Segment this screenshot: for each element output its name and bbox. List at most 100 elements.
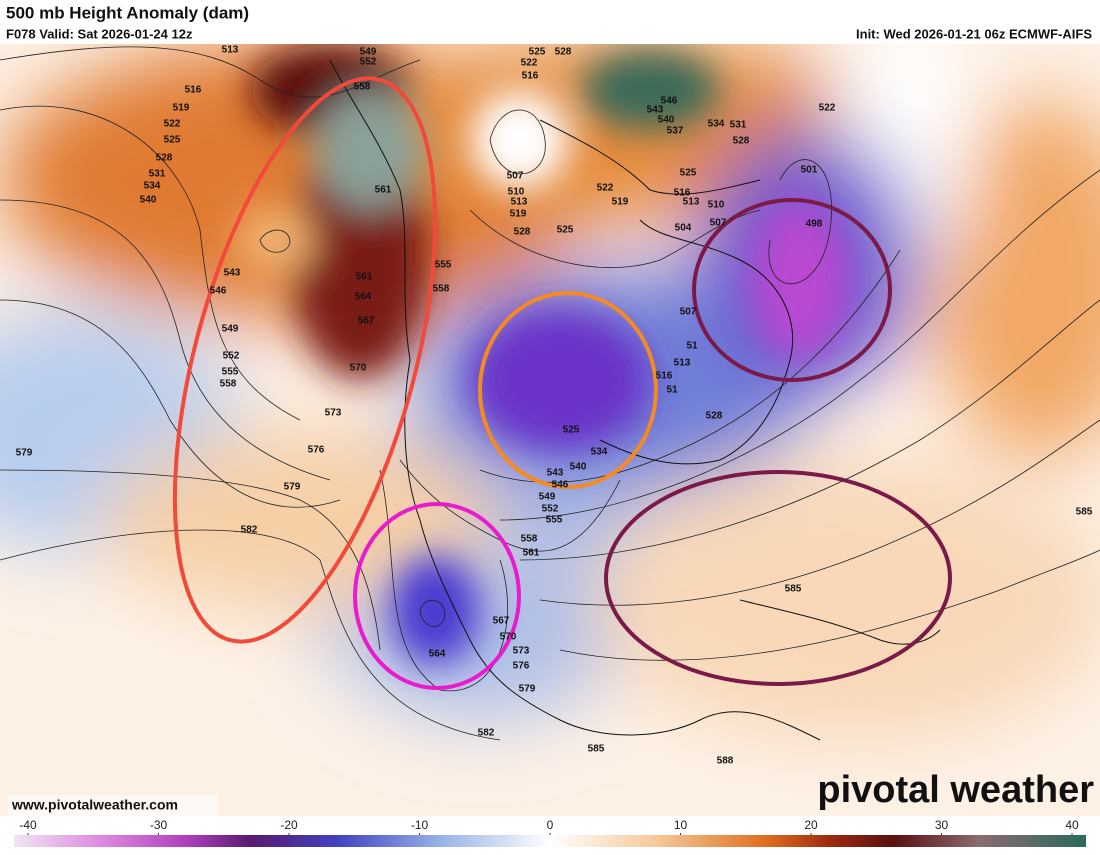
contour-label: 546 [661,96,678,107]
contour-label: 51 [686,341,698,352]
contour-label: 558 [521,534,538,545]
contour-label: 549 [539,492,556,503]
coastlines [329,59,941,741]
contour-label: 576 [308,445,325,456]
contour-label: 528 [156,153,173,164]
colorbar-tick-label: 20 [804,818,818,832]
contour-label: 561 [356,272,373,283]
colorbar-tick-label: 40 [1065,818,1079,832]
contour-label: 510 [708,200,725,211]
contour-label: 582 [478,728,495,739]
anomaly-cores [235,45,850,665]
contour-label: 570 [350,363,367,374]
contour-label: 504 [675,223,692,234]
annotation-ellipse [353,502,521,690]
contour-label: 540 [570,462,587,473]
contour-label: 579 [284,482,301,493]
contour-label: 552 [542,504,559,515]
contour-label: 522 [521,58,538,69]
contour-label: 516 [522,71,539,82]
colorbar-tick-label: -10 [411,818,429,832]
contour-label: 561 [375,185,392,196]
contour-label: 516 [656,371,673,382]
contour-label: 558 [433,284,450,295]
website: www.pivotalweather.com [11,797,178,813]
contour-label: 567 [358,316,375,327]
contour-label: 561 [523,548,540,559]
contour-label: 543 [547,468,564,479]
height-contours [0,46,1100,741]
contour-label: 549 [360,47,377,58]
contour-label: 501 [801,165,818,176]
contour-label: 582 [241,525,258,536]
title: 500 mb Height Anomaly (dam) [6,3,249,22]
contour-label: 516 [185,85,202,96]
contour-label: 570 [500,632,517,643]
contour-label: 528 [706,411,723,422]
contour-label: 552 [223,351,240,362]
contour-label: 549 [222,324,239,335]
anomaly-field [0,44,1100,740]
contour-label: 546 [210,286,227,297]
contour-label: 507 [710,218,727,229]
contour-label: 507 [680,307,697,318]
contour-label: 573 [513,646,530,657]
contour-label: 534 [591,447,608,458]
contour-label: 564 [429,649,446,660]
contour-label: 519 [510,209,527,220]
annotation-ellipse [692,198,892,382]
contour-label: 522 [164,119,181,130]
colorbar [14,835,1086,847]
website-bg [8,795,218,817]
contour-label: 531 [149,169,166,180]
contour-label: 558 [220,379,237,390]
contour-label: 525 [529,47,546,58]
contour-label: 552 [360,57,377,68]
colorbar-tick-label: -40 [19,818,37,832]
contour-label: 540 [658,115,675,126]
contour-label: 534 [144,181,161,192]
contour-label: 564 [355,292,372,303]
contour-label: 576 [513,661,530,672]
contour-label: 513 [674,358,691,369]
contour-label: 525 [164,135,181,146]
contour-label: 525 [563,425,580,436]
contour-label: 555 [222,367,239,378]
colorbar-tick-label: -20 [280,818,298,832]
contour-label: 543 [647,105,664,116]
contour-label: 528 [514,227,531,238]
contour-label: 585 [785,584,802,595]
contour-label: 522 [819,103,836,114]
contour-label: 585 [1076,507,1093,518]
colorbar-tick-label: 30 [935,818,949,832]
contour-label: 525 [680,168,697,179]
contour-label: 513 [683,197,700,208]
contour-label: 51 [666,385,678,396]
colorbar-ticks: -40 -30 -20 -10 0 10 20 30 40 [19,818,1079,835]
contour-label: 579 [16,448,33,459]
contour-label: 573 [325,408,342,419]
contour-label: 546 [552,480,569,491]
contour-label: 567 [493,616,510,627]
contour-label: 558 [354,82,371,93]
annotation-ellipse [604,470,952,686]
contour-label: 528 [733,136,750,147]
contour-label: 519 [173,103,190,114]
contour-label: 522 [597,183,614,194]
contour-labels: 5135165195225255285315345405435465495525… [16,45,1093,767]
colorbar-tick-label: 0 [547,818,554,832]
logo: pivotal weather [817,769,1094,811]
contour-label: 513 [222,45,239,56]
contour-label: 507 [507,171,524,182]
contour-label: 516 [674,188,691,199]
valid-time: F078 Valid: Sat 2026-01-24 12z [6,26,193,41]
contour-label: 525 [557,225,574,236]
contour-label: 510 [508,187,525,198]
contour-label: 537 [667,126,684,137]
contour-label: 585 [588,744,605,755]
contour-label: 513 [511,197,528,208]
contour-label: 555 [435,260,452,271]
contour-label: 528 [555,47,572,58]
map-area [0,44,1100,816]
